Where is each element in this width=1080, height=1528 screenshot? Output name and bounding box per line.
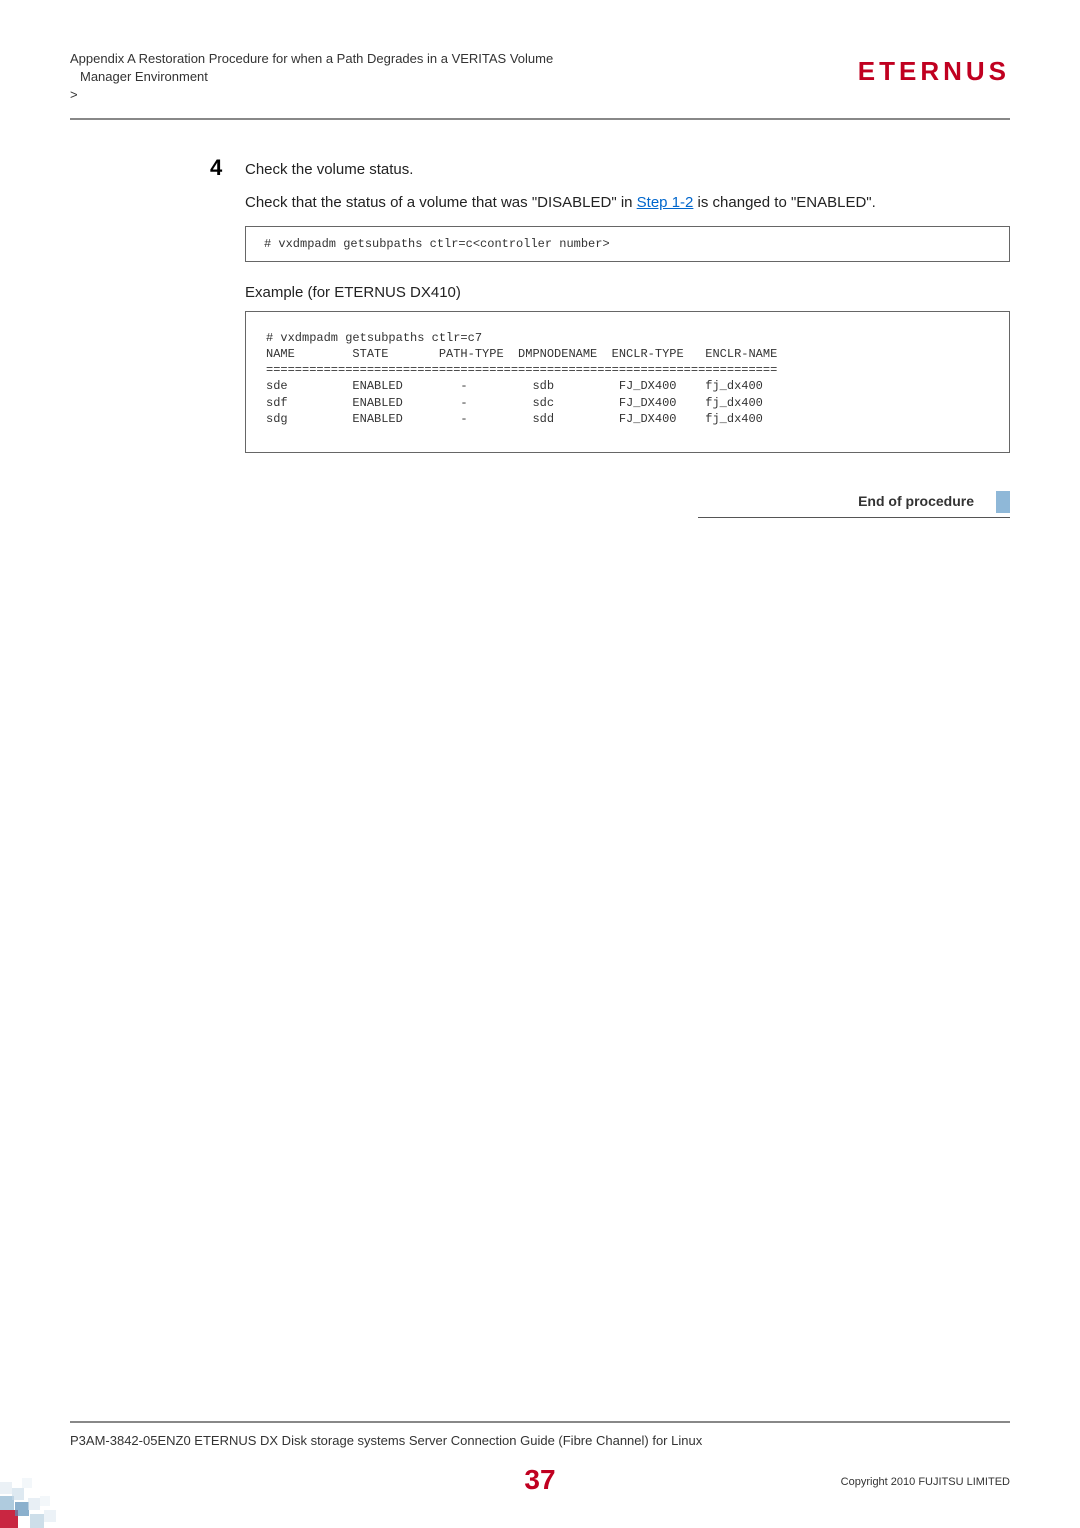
- footer-rule: [70, 1421, 1010, 1423]
- end-of-procedure-text: End of procedure: [858, 493, 992, 509]
- brand-logo: ETERNUS: [858, 56, 1010, 87]
- corner-decoration: [0, 1458, 90, 1528]
- step-link[interactable]: Step 1-2: [637, 194, 694, 211]
- example-output-box: # vxdmpadm getsubpaths ctlr=c7 NAME STAT…: [245, 311, 1010, 453]
- end-of-procedure: End of procedure: [698, 491, 1010, 518]
- step-title: Check the volume status.: [245, 155, 1010, 178]
- step-description: Check that the status of a volume that w…: [245, 192, 1010, 214]
- copyright-text: Copyright 2010 FUJITSU LIMITED: [841, 1476, 1010, 1488]
- footer-doc-id: P3AM-3842-05ENZ0 ETERNUS DX Disk storage…: [70, 1433, 1010, 1448]
- example-label: Example (for ETERNUS DX410): [245, 284, 1010, 301]
- command-box: # vxdmpadm getsubpaths ctlr=c<controller…: [245, 226, 1010, 262]
- header-prompt: >: [70, 86, 1010, 104]
- end-box-icon: [996, 491, 1010, 513]
- header-rule: [70, 118, 1010, 120]
- step-number: 4: [210, 155, 222, 181]
